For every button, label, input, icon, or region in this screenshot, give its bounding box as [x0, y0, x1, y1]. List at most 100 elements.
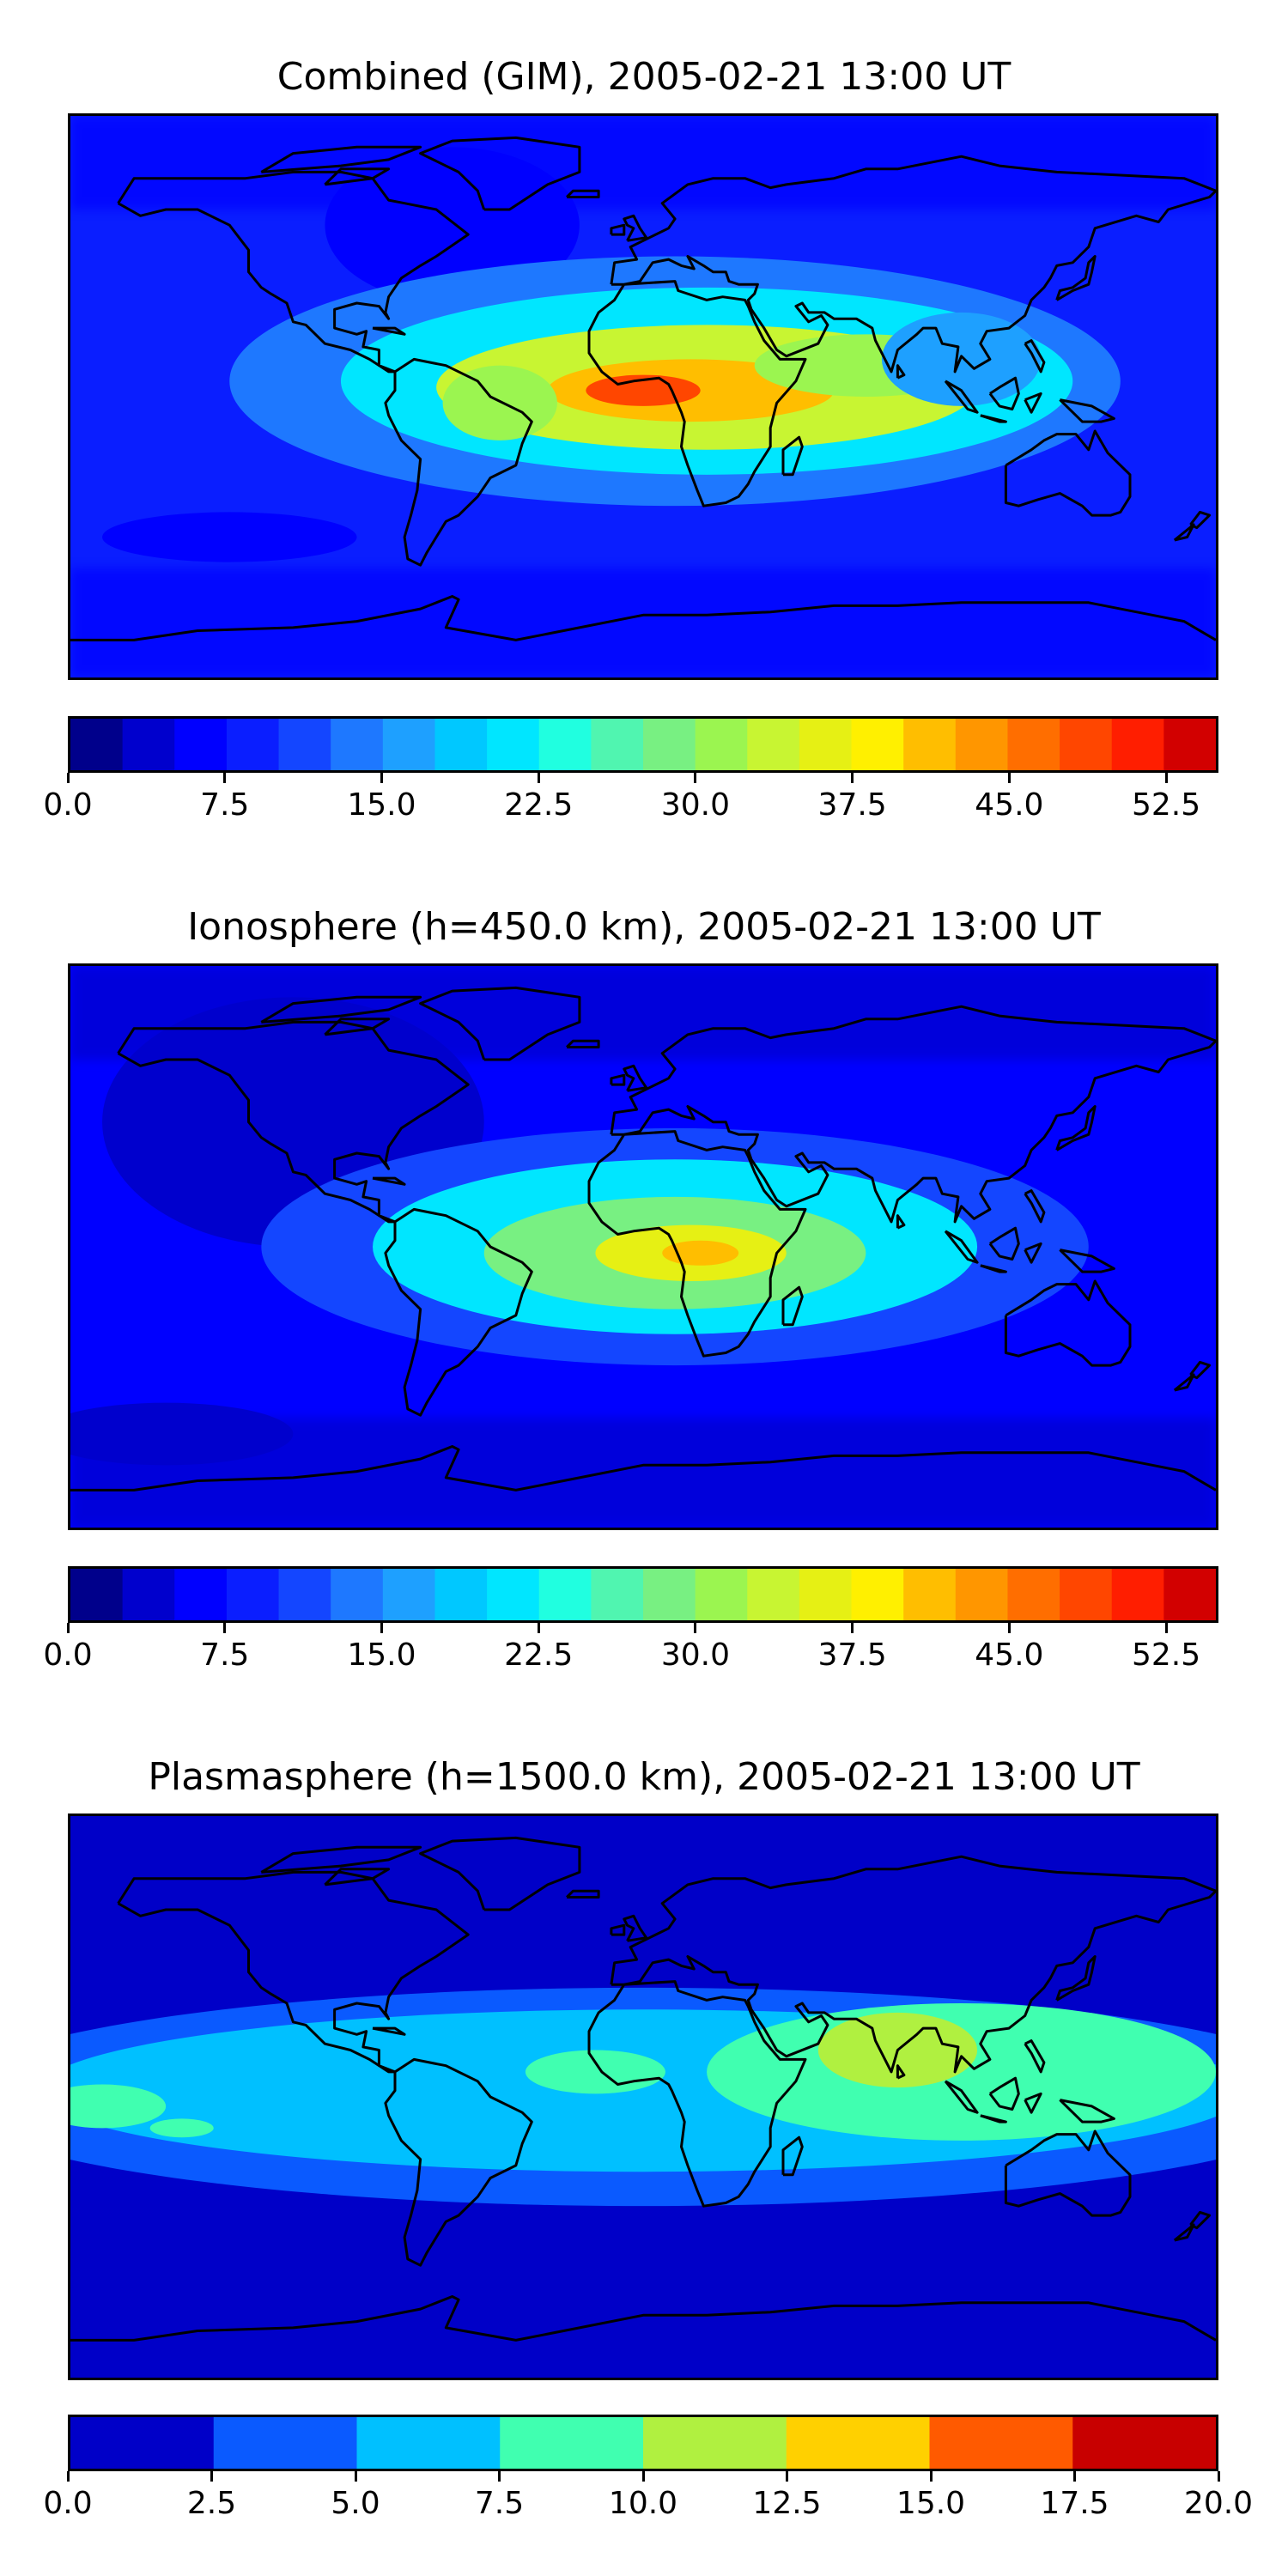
coastline	[623, 1914, 648, 1942]
colorbar-tick-label: 0.0	[43, 2486, 93, 2521]
coastline	[1024, 339, 1046, 374]
coastline	[610, 155, 1216, 374]
colorbar-tick	[1164, 773, 1168, 783]
colorbar-segment	[1163, 719, 1216, 770]
coastline	[70, 2295, 1216, 2342]
coastline	[944, 2080, 979, 2114]
colorbar-segment	[955, 1569, 1008, 1620]
colorbar-tick-label: 45.0	[975, 1637, 1044, 1673]
colorbar-ticks: 0.0 7.5 15.0 22.5 30.0 37.5 45.0 52.5	[43, 1623, 1218, 1674]
colorbar-segment	[382, 719, 435, 770]
coastline	[1173, 523, 1195, 542]
colorbar-tick-label: 7.5	[200, 787, 250, 823]
colorbar-segment	[122, 1569, 175, 1620]
coastline	[896, 2064, 906, 2080]
colorbar-segment	[434, 719, 488, 770]
colorbar-segment	[1163, 1569, 1216, 1620]
coastline	[384, 357, 533, 567]
coastline	[384, 1207, 533, 1417]
colorbar-segment	[747, 1569, 800, 1620]
colorbar-segment	[122, 719, 175, 770]
coastline	[372, 1176, 406, 1186]
colorbar-segment	[1060, 719, 1113, 770]
coastline	[1189, 510, 1212, 530]
contour-region	[325, 147, 580, 303]
colorbar-tick	[1007, 773, 1011, 783]
coastline	[419, 136, 581, 211]
colorbar-tick	[354, 2471, 357, 2482]
colorbar-tick	[1164, 1623, 1168, 1633]
coastline	[1189, 2210, 1212, 2230]
colorbar-tick	[66, 1623, 70, 1633]
colorbar-tick-label: 20.0	[1183, 2486, 1254, 2521]
colorbar-tick-label: 52.5	[1132, 787, 1201, 823]
colorbar-tick-label: 37.5	[817, 787, 887, 823]
colorbar-tick-label: 30.0	[660, 1637, 730, 1673]
colorbar-segment	[538, 719, 592, 770]
map-plot-plasmasphere	[68, 1814, 1218, 2380]
colorbar-segment	[434, 1569, 488, 1620]
colorbar-tick	[694, 773, 697, 783]
colorbar-segment	[226, 1569, 280, 1620]
colorbar-segment	[955, 719, 1008, 770]
colorbar-tick	[929, 2471, 933, 2482]
coastline	[1173, 2223, 1195, 2242]
coastline	[781, 1285, 804, 1327]
coastline	[988, 1226, 1020, 1261]
colorbar-tick-label: 15.0	[347, 1637, 416, 1673]
coastline	[419, 986, 581, 1061]
colorbar-segment	[747, 719, 800, 770]
map-svg	[70, 1816, 1216, 2378]
colorbar-tick-label: 5.0	[331, 2486, 380, 2521]
colorbar-segment	[331, 1569, 384, 1620]
colorbar-ticks: 0.0 7.5 15.0 22.5 30.0 37.5 45.0 52.5	[43, 773, 1218, 824]
colorbar-plasmasphere	[68, 2415, 1218, 2471]
coastline	[1059, 2099, 1115, 2123]
coastline	[260, 1845, 422, 1874]
contour-band	[70, 568, 1216, 677]
colorbar-segment	[70, 2417, 215, 2469]
colorbar-svg	[70, 2417, 1216, 2469]
colorbar-segment	[929, 2417, 1073, 2469]
coastline	[1059, 398, 1115, 423]
coastline	[623, 1064, 648, 1092]
colorbar-segment	[500, 2417, 644, 2469]
colorbar-tick-label: 52.5	[1132, 1637, 1201, 1673]
colorbar-segment	[1007, 1569, 1060, 1620]
colorbar-tick	[498, 2471, 501, 2482]
colorbar-tick-label: 22.5	[504, 1637, 574, 1673]
coastline	[1055, 1105, 1097, 1151]
colorbar-segment	[278, 719, 331, 770]
chart-title: Plasmasphere (h=1500.0 km), 2005-02-21 1…	[148, 1755, 1140, 1799]
colorbar-segment	[382, 1569, 435, 1620]
coastline	[324, 1868, 391, 1886]
colorbar-segment	[786, 2417, 930, 2469]
map-svg	[70, 116, 1216, 677]
contour-region	[149, 2118, 214, 2138]
coastline	[896, 364, 906, 380]
colorbar-segment	[226, 719, 280, 770]
coastline	[70, 595, 1216, 641]
colorbar-tick	[380, 773, 383, 783]
coastline	[117, 1020, 470, 1224]
colorbar-segment	[487, 719, 540, 770]
colorbar-ionosphere	[68, 1566, 1218, 1623]
colorbar-tick	[641, 2471, 645, 2482]
colorbar-segment	[213, 2417, 357, 2469]
colorbar-tick-label: 17.5	[1040, 2486, 1109, 2521]
coastline	[1189, 1360, 1212, 1380]
map-plot-ionosphere	[68, 963, 1218, 1530]
coastline	[324, 167, 391, 186]
coastline	[260, 145, 422, 173]
colorbar-tick	[1073, 2471, 1076, 2482]
chart-title: Ionosphere (h=450.0 km), 2005-02-21 13:0…	[187, 905, 1101, 949]
colorbar-segment	[487, 1569, 540, 1620]
coastline	[587, 1980, 807, 2208]
colorbar-tick	[380, 1623, 383, 1633]
coastline	[988, 376, 1020, 410]
colorbar-segment	[331, 719, 384, 770]
colorbar-tick-label: 0.0	[43, 787, 93, 823]
coastline	[944, 380, 979, 414]
colorbar-tick	[223, 773, 227, 783]
colorbar-tick	[1007, 1623, 1011, 1633]
